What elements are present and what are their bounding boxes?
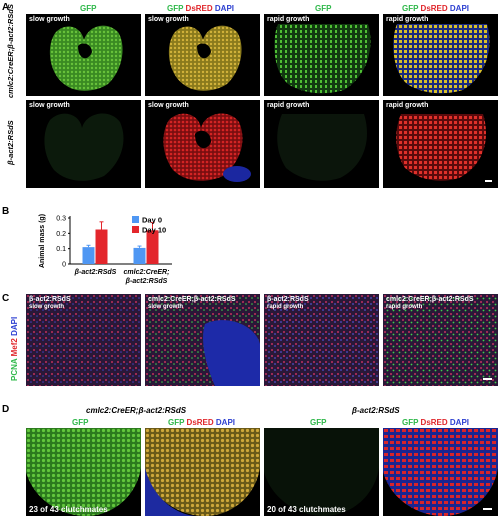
bar-day0 bbox=[82, 247, 95, 264]
panel-d-tile-2 bbox=[145, 428, 260, 516]
panel-c-channel-label: PCNA Mef2 DAPI bbox=[10, 316, 19, 381]
tile-genotype: β-act2:RSdS bbox=[29, 296, 71, 303]
panel-a-header-2: GFP DsRED DAPI bbox=[167, 4, 235, 13]
x-tick-label: cmlc2:CreER; bbox=[124, 269, 170, 276]
tile-label: rapid growth bbox=[267, 16, 310, 23]
panel-d-header-4: GFP DsRED DAPI bbox=[402, 418, 470, 427]
y-axis-label: Animal mass (g) bbox=[39, 214, 46, 268]
tile-genotype: β-act2:RSdS bbox=[267, 296, 309, 303]
panel-d-title-1: cmlc2:CreER;β-act2:RSdS bbox=[86, 406, 187, 415]
tile-label: rapid growth bbox=[267, 102, 310, 109]
panel-d-tile-1: 23 of 43 clutchmates bbox=[26, 428, 141, 516]
bar-day10 bbox=[95, 229, 108, 264]
panel-a-header-1: GFP bbox=[80, 4, 97, 13]
heart-merge-image bbox=[168, 25, 242, 91]
heart-dsred-image bbox=[396, 114, 486, 181]
tile-label: slow growth bbox=[29, 16, 70, 23]
tile-growth: slow growth bbox=[148, 304, 183, 310]
heart-gfp-image bbox=[264, 428, 379, 516]
heart-dsred-image bbox=[383, 428, 498, 516]
panel-c-tile-2: cmlc2:CreER;β-act2:RSdS slow growth bbox=[145, 294, 260, 386]
tile-label: rapid growth bbox=[386, 102, 429, 109]
tile-label: slow growth bbox=[148, 102, 189, 109]
panel-d-letter: D bbox=[2, 404, 10, 415]
x-tick-label: β-act2:RSdS bbox=[125, 278, 168, 285]
panel-c-tile-4: cmlc2:CreER;β-act2:RSdS rapid growth bbox=[383, 294, 498, 386]
tile-label: slow growth bbox=[29, 102, 70, 109]
mass-bar-chart: 0 0.1 0.2 0.3 Animal mass (g) β-act2:RSdS cmlc… bbox=[39, 214, 172, 285]
panel-a-row-label-2: β-act2:RSdS bbox=[6, 120, 15, 165]
tile-growth: slow growth bbox=[29, 304, 64, 310]
tile-label: rapid growth bbox=[386, 16, 429, 23]
panel-d-header-2: GFP DsRED DAPI bbox=[168, 418, 236, 427]
y-tick-label: 0.2 bbox=[56, 231, 66, 238]
panel-a-tile-r2c4: rapid growth bbox=[383, 100, 498, 188]
legend-label: Day 0 bbox=[142, 216, 162, 225]
heart-gfp-image bbox=[44, 113, 124, 181]
legend-label: Day 10 bbox=[142, 226, 166, 235]
panel-d-tile-3: 20 of 43 clutchmates bbox=[264, 428, 379, 516]
panel-a-tile-r1c4: rapid growth bbox=[383, 14, 498, 96]
panel-d-header-3: GFP bbox=[310, 418, 327, 427]
heart-gfp-image bbox=[26, 428, 141, 516]
panel-a-tile-r2c1: slow growth bbox=[26, 100, 141, 188]
heart-gfp-image bbox=[49, 25, 123, 91]
tile-genotype: cmlc2:CreER;β-act2:RSdS bbox=[148, 296, 236, 303]
panel-c-tile-3: β-act2:RSdS rapid growth bbox=[264, 294, 379, 386]
panel-b-letter: B bbox=[2, 206, 10, 217]
panel-d-title-2: β-act2:RSdS bbox=[352, 406, 400, 415]
clutchmates-note: 20 of 43 clutchmates bbox=[267, 505, 346, 514]
tile-label: slow growth bbox=[148, 16, 189, 23]
heart-dsred-image bbox=[163, 113, 251, 182]
pcna-mef2-image bbox=[383, 294, 498, 386]
panel-d-header-1: GFP bbox=[72, 418, 89, 427]
panel-a-tile-r1c1: slow growth bbox=[26, 14, 141, 96]
heart-gfp-image bbox=[274, 24, 371, 94]
panel-a-letter: A bbox=[2, 2, 10, 13]
tile-growth: rapid growth bbox=[267, 304, 304, 310]
heart-merge-image bbox=[393, 24, 490, 94]
tile-genotype: cmlc2:CreER;β-act2:RSdS bbox=[386, 296, 474, 303]
panel-c-letter: C bbox=[2, 293, 10, 304]
panel-a-header-4: GFP DsRED DAPI bbox=[402, 4, 470, 13]
clutchmates-note: 23 of 43 clutchmates bbox=[29, 505, 108, 514]
scale-bar bbox=[485, 180, 492, 182]
panel-a-tile-r2c2: slow growth bbox=[145, 100, 260, 188]
pcna-mef2-image bbox=[264, 294, 379, 386]
panel-a-header-3: GFP bbox=[315, 4, 332, 13]
bar-day10 bbox=[146, 230, 159, 264]
scale-bar bbox=[483, 508, 492, 510]
pcna-mef2-image bbox=[145, 294, 260, 386]
pcna-mef2-image bbox=[26, 294, 141, 386]
y-tick-label: 0 bbox=[62, 262, 66, 269]
y-tick-label: 0.3 bbox=[56, 216, 66, 223]
panel-a-tile-r2c3: rapid growth bbox=[264, 100, 379, 188]
y-tick-label: 0.1 bbox=[56, 246, 66, 253]
panel-c-tile-1: β-act2:RSdS slow growth bbox=[26, 294, 141, 386]
heart-merge-image bbox=[145, 428, 260, 516]
panel-a-tile-r1c3: rapid growth bbox=[264, 14, 379, 96]
legend-swatch bbox=[132, 226, 139, 233]
x-tick-label: β-act2:RSdS bbox=[74, 269, 117, 276]
scale-bar bbox=[483, 378, 492, 380]
panel-a-tile-r1c2: slow growth bbox=[145, 14, 260, 96]
tile-growth: rapid growth bbox=[386, 304, 423, 310]
bar-day0 bbox=[133, 247, 146, 264]
heart-gfp-image bbox=[277, 114, 367, 181]
panel-d-tile-4 bbox=[383, 428, 498, 516]
panel-a-row-label-1: cmlc2:CreER;β-act2:RSdS bbox=[6, 4, 15, 98]
legend-swatch bbox=[132, 216, 139, 223]
